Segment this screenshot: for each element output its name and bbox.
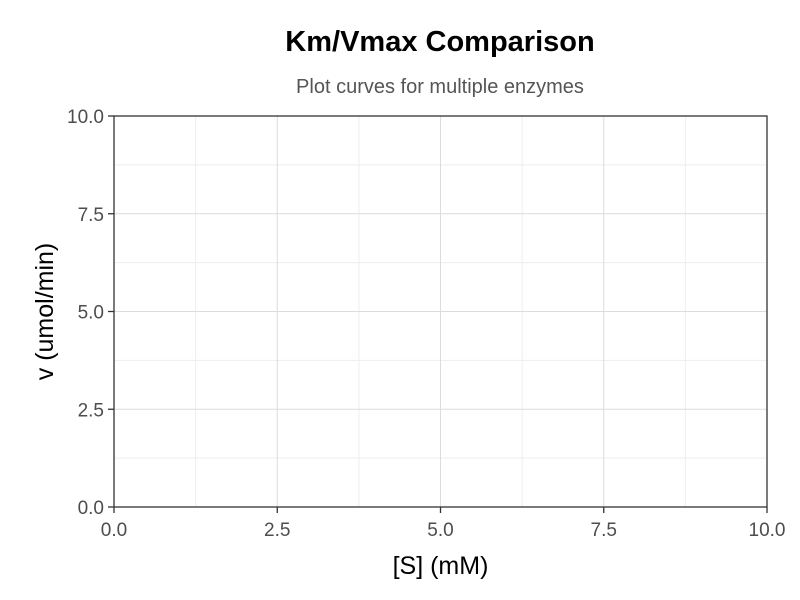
y-tick-label: 2.5 — [78, 400, 104, 421]
x-tick-label: 10.0 — [749, 520, 786, 541]
chart-title: Km/Vmax Comparison — [285, 26, 595, 58]
x-tick-label: 0.0 — [101, 520, 127, 541]
x-tick-label: 2.5 — [264, 520, 290, 541]
x-axis-ticks: 0.0 2.5 5.0 7.5 10.0 — [101, 507, 786, 541]
y-tick-label: 7.5 — [78, 205, 104, 226]
major-gridlines — [113, 115, 768, 508]
y-tick-label: 5.0 — [78, 303, 104, 324]
x-axis-label: [S] (mM) — [393, 552, 489, 580]
y-axis-ticks: 0.0 2.5 5.0 7.5 10.0 — [67, 107, 114, 519]
y-tick-label: 10.0 — [67, 107, 104, 128]
y-tick-label: 0.0 — [78, 498, 104, 519]
chart-subtitle: Plot curves for multiple enzymes — [296, 76, 584, 98]
y-axis-label: v (umol/min) — [31, 243, 59, 381]
x-tick-label: 5.0 — [427, 520, 453, 541]
x-tick-label: 7.5 — [591, 520, 617, 541]
